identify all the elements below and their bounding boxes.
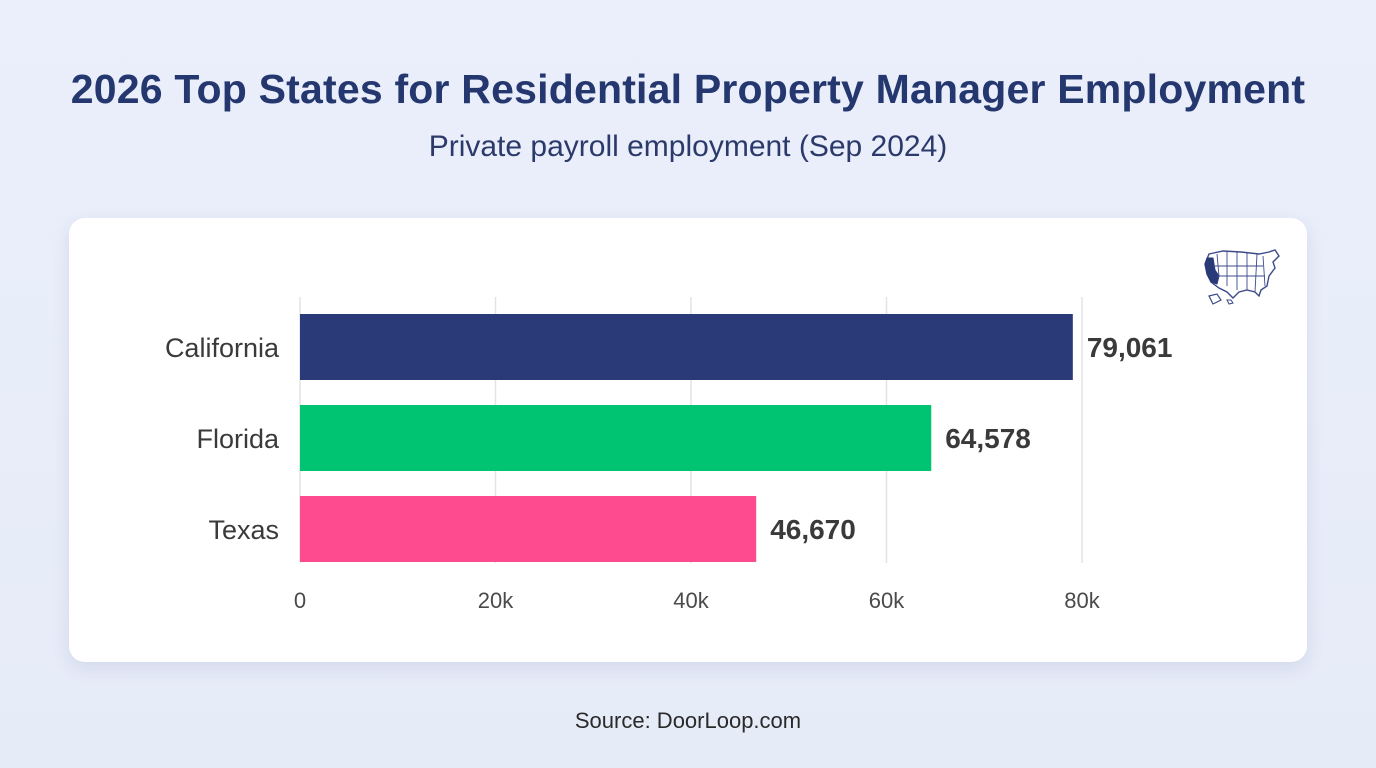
chart-subtitle: Private payroll employment (Sep 2024) (428, 130, 948, 163)
chart-card: California 79,061 Florida 64,578 Texas 46,670… (69, 218, 1307, 662)
bar-florida (300, 405, 932, 471)
value-label: 64,578 (945, 423, 1031, 454)
x-axis-ticks: 0 20k 40k 60k 80k (294, 588, 1101, 613)
x-tick-label: 60k (869, 588, 905, 613)
bar-california (300, 314, 1073, 380)
bars (300, 314, 1073, 562)
x-tick-label: 80k (1064, 588, 1100, 613)
category-label: California (165, 333, 280, 363)
x-tick-label: 0 (294, 588, 306, 613)
x-tick-label: 20k (478, 588, 514, 613)
category-label: Florida (196, 424, 280, 454)
x-tick-label: 40k (673, 588, 709, 613)
bar-texas (300, 496, 757, 562)
bar-chart: California 79,061 Florida 64,578 Texas 46,670… (165, 249, 1280, 613)
category-label: Texas (208, 515, 279, 545)
labels: California 79,061 Florida 64,578 Texas 46,670 (165, 332, 1173, 545)
source-note: Source: DoorLoop.com (574, 708, 802, 733)
value-label: 79,061 (1087, 332, 1173, 363)
usa-map-icon (1204, 249, 1280, 305)
value-label: 46,670 (770, 514, 856, 545)
chart-title: 2026 Top States for Residential Property… (70, 66, 1306, 112)
